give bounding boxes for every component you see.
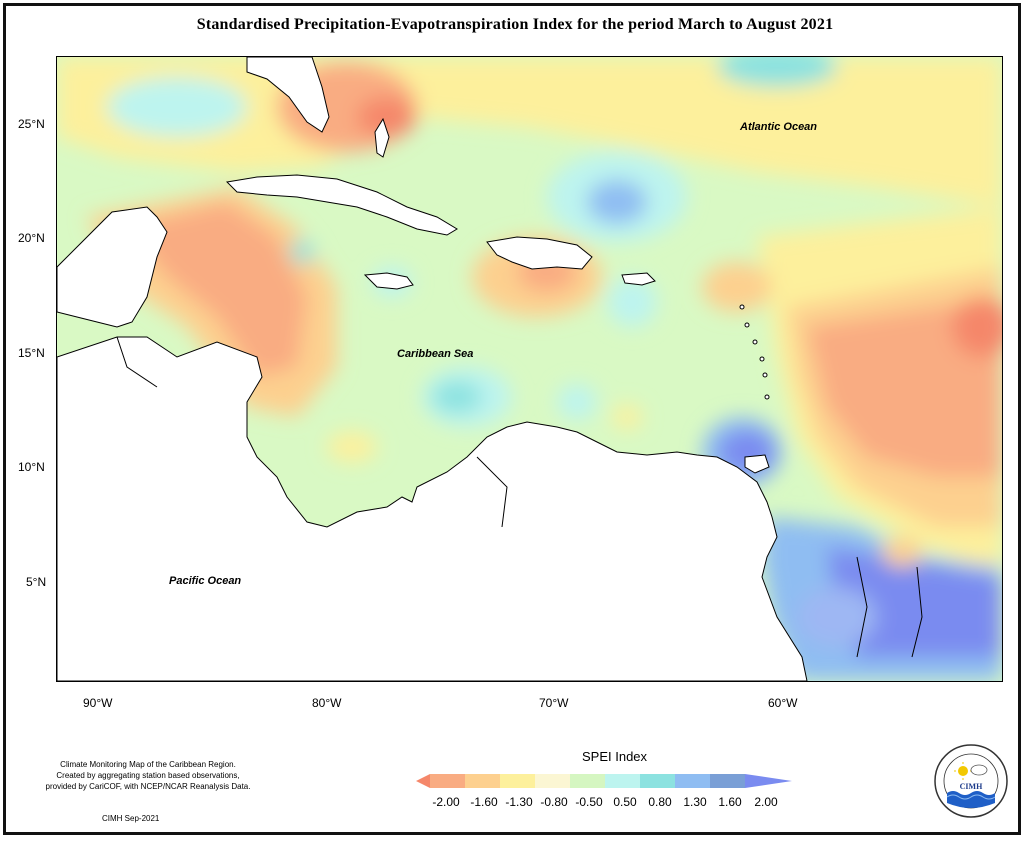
credits-line-1: Climate Monitoring Map of the Caribbean …	[60, 760, 236, 769]
lat-label-25n: 25°N	[18, 117, 45, 131]
hispaniola-land	[486, 236, 593, 270]
florida-land	[246, 57, 330, 133]
legend-swatch-9	[710, 774, 745, 788]
logo-text: CIMH	[960, 782, 983, 791]
legend-tick: -1.60	[470, 795, 498, 809]
lesser-antilles-land	[739, 304, 770, 400]
bahamas-land	[374, 117, 390, 158]
country-borders	[116, 336, 923, 658]
lon-label-70w: 70°W	[539, 696, 569, 710]
legend-colorbar	[416, 774, 792, 788]
legend-ticks: -2.00 -1.60 -1.30 -0.80 -0.50 0.50 0.80 …	[428, 795, 788, 811]
yucatan-land	[57, 206, 168, 328]
legend-swatch-4	[535, 774, 570, 788]
legend-tick: -1.30	[505, 795, 533, 809]
lat-label-10n: 10°N	[18, 460, 45, 474]
lon-label-60w: 60°W	[768, 696, 798, 710]
legend-tick: -0.50	[575, 795, 603, 809]
legend-swatch-8	[675, 774, 710, 788]
credits-line-2: Created by aggregating station based obs…	[56, 771, 240, 780]
atlantic-ocean-label: Atlantic Ocean	[740, 121, 818, 133]
cimh-logo: CIMH	[934, 744, 1008, 818]
spei-map: Atlantic Ocean Caribbean Sea Pacific Oce…	[56, 56, 1003, 682]
jamaica-land	[363, 272, 414, 290]
credits-line-3: provided by CariCOF, with NCEP/NCAR Rean…	[45, 782, 251, 791]
lat-label-15n: 15°N	[18, 346, 45, 360]
lon-label-90w: 90°W	[83, 696, 113, 710]
legend-tick: 0.80	[648, 795, 672, 809]
cuba-land	[225, 174, 458, 236]
legend-tick: -0.80	[540, 795, 568, 809]
legend-tick: 1.60	[718, 795, 742, 809]
legend-swatch-5	[570, 774, 605, 788]
pacific-ocean-label: Pacific Ocean	[169, 575, 242, 587]
lat-label-5n: 5°N	[26, 575, 47, 589]
lon-label-80w: 80°W	[312, 696, 342, 710]
spei-map-canvas	[57, 57, 1002, 681]
map-title: Standardised Precipitation-Evapotranspir…	[196, 16, 834, 33]
credits-date: CIMH Sep-2021	[102, 814, 160, 823]
legend-swatch-10	[745, 774, 792, 788]
puerto-rico-land	[621, 272, 656, 286]
legend-swatch-1	[430, 774, 465, 788]
land-masses	[57, 57, 808, 681]
trinidad-land	[744, 454, 770, 474]
legend-tick: 2.00	[754, 795, 778, 809]
legend-swatch-6	[605, 774, 640, 788]
legend-tick: 0.50	[613, 795, 637, 809]
legend-tick: 1.30	[683, 795, 707, 809]
legend-swatch-2	[465, 774, 500, 788]
lat-label-20n: 20°N	[18, 231, 45, 245]
legend-swatch-7	[640, 774, 675, 788]
south-central-america-land	[57, 336, 808, 681]
legend-tick: -2.00	[432, 795, 460, 809]
legend-swatch-3	[500, 774, 535, 788]
legend-title: SPEI Index	[582, 749, 648, 764]
credits-text: Climate Monitoring Map of the Caribbean …	[28, 759, 268, 792]
caribbean-sea-label: Caribbean Sea	[397, 348, 474, 360]
legend-swatch-0	[416, 774, 430, 788]
